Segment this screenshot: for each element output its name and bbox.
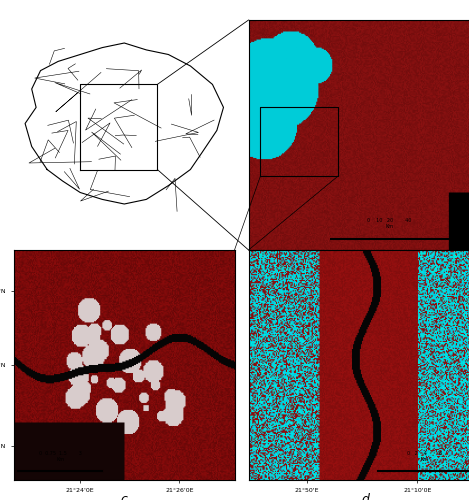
Text: 0   2    4        8
Km: 0 2 4 8 Km [407,451,442,462]
Text: a: a [121,252,128,264]
Text: c: c [121,493,128,500]
Text: 0    10   20        40
Km: 0 10 20 40 Km [367,218,411,230]
Text: d: d [362,493,370,500]
Text: 0  0.75  1.5        3
Km: 0 0.75 1.5 3 Km [39,451,82,462]
Polygon shape [25,43,223,204]
Text: b: b [362,258,370,272]
